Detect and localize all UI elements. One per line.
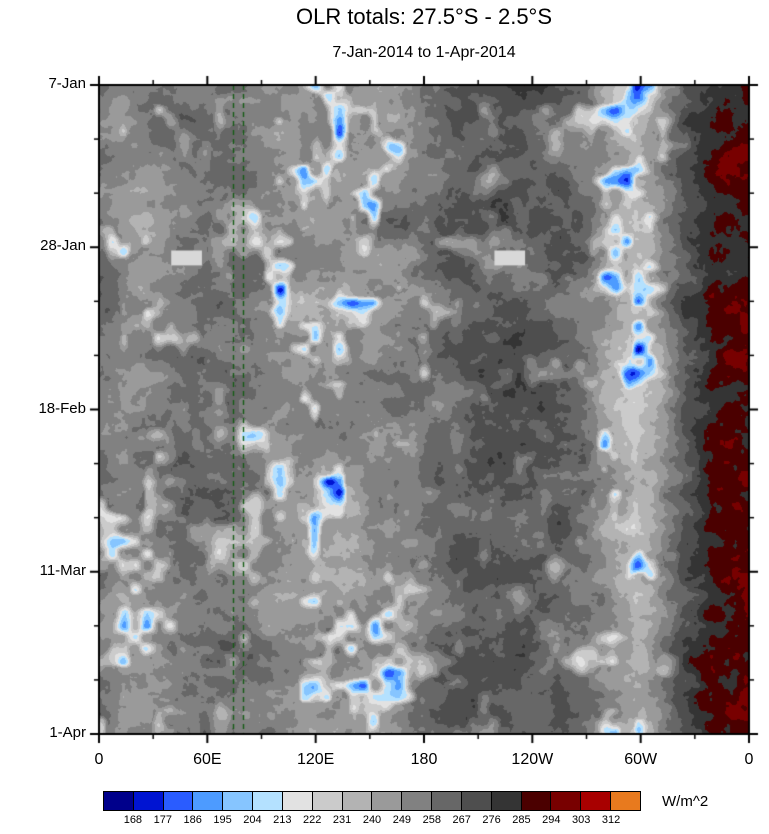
colorbar-cell (432, 792, 462, 810)
x-axis-tick-label: 120W (511, 751, 554, 768)
x-axis-tick-label: 0 (94, 751, 104, 768)
colorbar-cell (611, 792, 640, 810)
colorbar-level-label: 195 (213, 814, 232, 826)
x-axis-tick-label: 60W (624, 751, 658, 768)
colorbar-cell (282, 792, 313, 810)
colorbar-level-label: 276 (482, 814, 501, 826)
colorbar-cell (133, 792, 164, 810)
y-axis-tick-label: 1-Apr (49, 724, 86, 741)
colorbar-level-label: 249 (392, 814, 412, 826)
colorbar-level-label: 177 (153, 814, 172, 826)
colorbar-cell (223, 792, 254, 810)
x-axis-tick-label: 0 (744, 751, 754, 768)
colorbar-level-label: 186 (183, 814, 202, 826)
colorbar-level-label: 168 (123, 814, 143, 826)
colorbar-cell (372, 792, 403, 810)
colorbar-level-label: 231 (332, 814, 352, 826)
colorbar-cell (253, 792, 283, 810)
colorbar-cell (581, 792, 612, 810)
colorbar-cell (163, 792, 194, 810)
colorbar-level-label: 267 (452, 814, 471, 826)
y-axis-tick-label: 18-Feb (38, 399, 86, 417)
colorbar-level-label: 294 (542, 814, 561, 826)
olr-heatmap-canvas (99, 85, 749, 734)
colorbar (103, 791, 641, 811)
colorbar-cell (312, 792, 343, 810)
chart-title: OLR totals: 27.5°S - 2.5°S (295, 4, 553, 29)
y-axis-tick-label: 11-Mar (39, 561, 86, 579)
y-axis-tick-label: 7-Jan (48, 75, 86, 92)
colorbar-cell (104, 792, 134, 810)
colorbar-level-label: 303 (572, 814, 591, 826)
colorbar-units-label: W/m^2 (662, 793, 709, 810)
colorbar-level-label: 285 (512, 814, 531, 826)
colorbar-level-label: 258 (422, 814, 441, 826)
x-axis-tick-label: 180 (410, 751, 438, 768)
colorbar-cell (461, 792, 492, 810)
colorbar-cell (551, 792, 582, 810)
colorbar-level-label: 312 (601, 814, 621, 826)
colorbar-cell (521, 792, 552, 810)
colorbar-cell (193, 792, 224, 810)
colorbar-labels: 168 177 186 195 204 213 222 231 240 249 258 267 276 2… (103, 814, 641, 828)
colorbar-level-label: 213 (273, 814, 292, 826)
colorbar-cell (402, 792, 433, 810)
colorbar-level-label: 204 (243, 814, 262, 826)
colorbar-cell (491, 792, 522, 810)
colorbar-level-label: 240 (362, 814, 382, 826)
x-axis-tick-label: 120E (296, 751, 335, 768)
chart-subtitle: 7-Jan-2014 to 1-Apr-2014 (332, 44, 516, 61)
colorbar-cell (342, 792, 373, 810)
y-axis-tick-label: 28-Jan (40, 237, 86, 255)
colorbar-level-label: 222 (303, 814, 322, 826)
x-axis-tick-label: 60E (193, 751, 222, 768)
